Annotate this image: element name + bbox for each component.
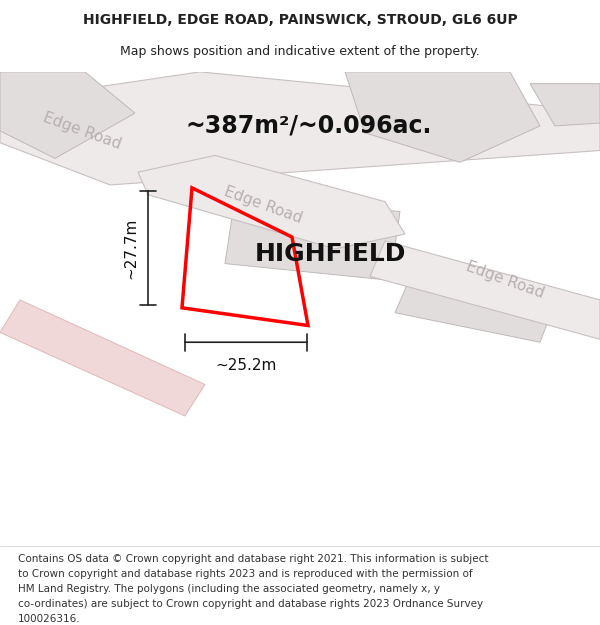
Polygon shape xyxy=(0,300,205,416)
Text: HIGHFIELD: HIGHFIELD xyxy=(254,242,406,266)
Polygon shape xyxy=(370,241,600,339)
Polygon shape xyxy=(0,72,600,185)
Text: 100026316.: 100026316. xyxy=(18,614,80,624)
Text: Map shows position and indicative extent of the property.: Map shows position and indicative extent… xyxy=(120,45,480,58)
Text: ~27.7m: ~27.7m xyxy=(123,217,138,279)
Polygon shape xyxy=(530,84,600,126)
Text: HM Land Registry. The polygons (including the associated geometry, namely x, y: HM Land Registry. The polygons (includin… xyxy=(18,584,440,594)
Text: co-ordinates) are subject to Crown copyright and database rights 2023 Ordnance S: co-ordinates) are subject to Crown copyr… xyxy=(18,599,483,609)
Text: Edge Road: Edge Road xyxy=(222,184,304,226)
Polygon shape xyxy=(225,198,400,280)
Text: Edge Road: Edge Road xyxy=(464,259,546,301)
Polygon shape xyxy=(345,72,540,162)
Text: Contains OS data © Crown copyright and database right 2021. This information is : Contains OS data © Crown copyright and d… xyxy=(18,554,488,564)
Polygon shape xyxy=(138,156,405,249)
Text: HIGHFIELD, EDGE ROAD, PAINSWICK, STROUD, GL6 6UP: HIGHFIELD, EDGE ROAD, PAINSWICK, STROUD,… xyxy=(83,13,517,27)
Polygon shape xyxy=(395,273,555,342)
Text: to Crown copyright and database rights 2023 and is reproduced with the permissio: to Crown copyright and database rights 2… xyxy=(18,569,473,579)
Polygon shape xyxy=(0,72,135,158)
Text: ~387m²/~0.096ac.: ~387m²/~0.096ac. xyxy=(185,114,431,138)
Text: Edge Road: Edge Road xyxy=(41,110,123,152)
Text: ~25.2m: ~25.2m xyxy=(215,358,277,373)
